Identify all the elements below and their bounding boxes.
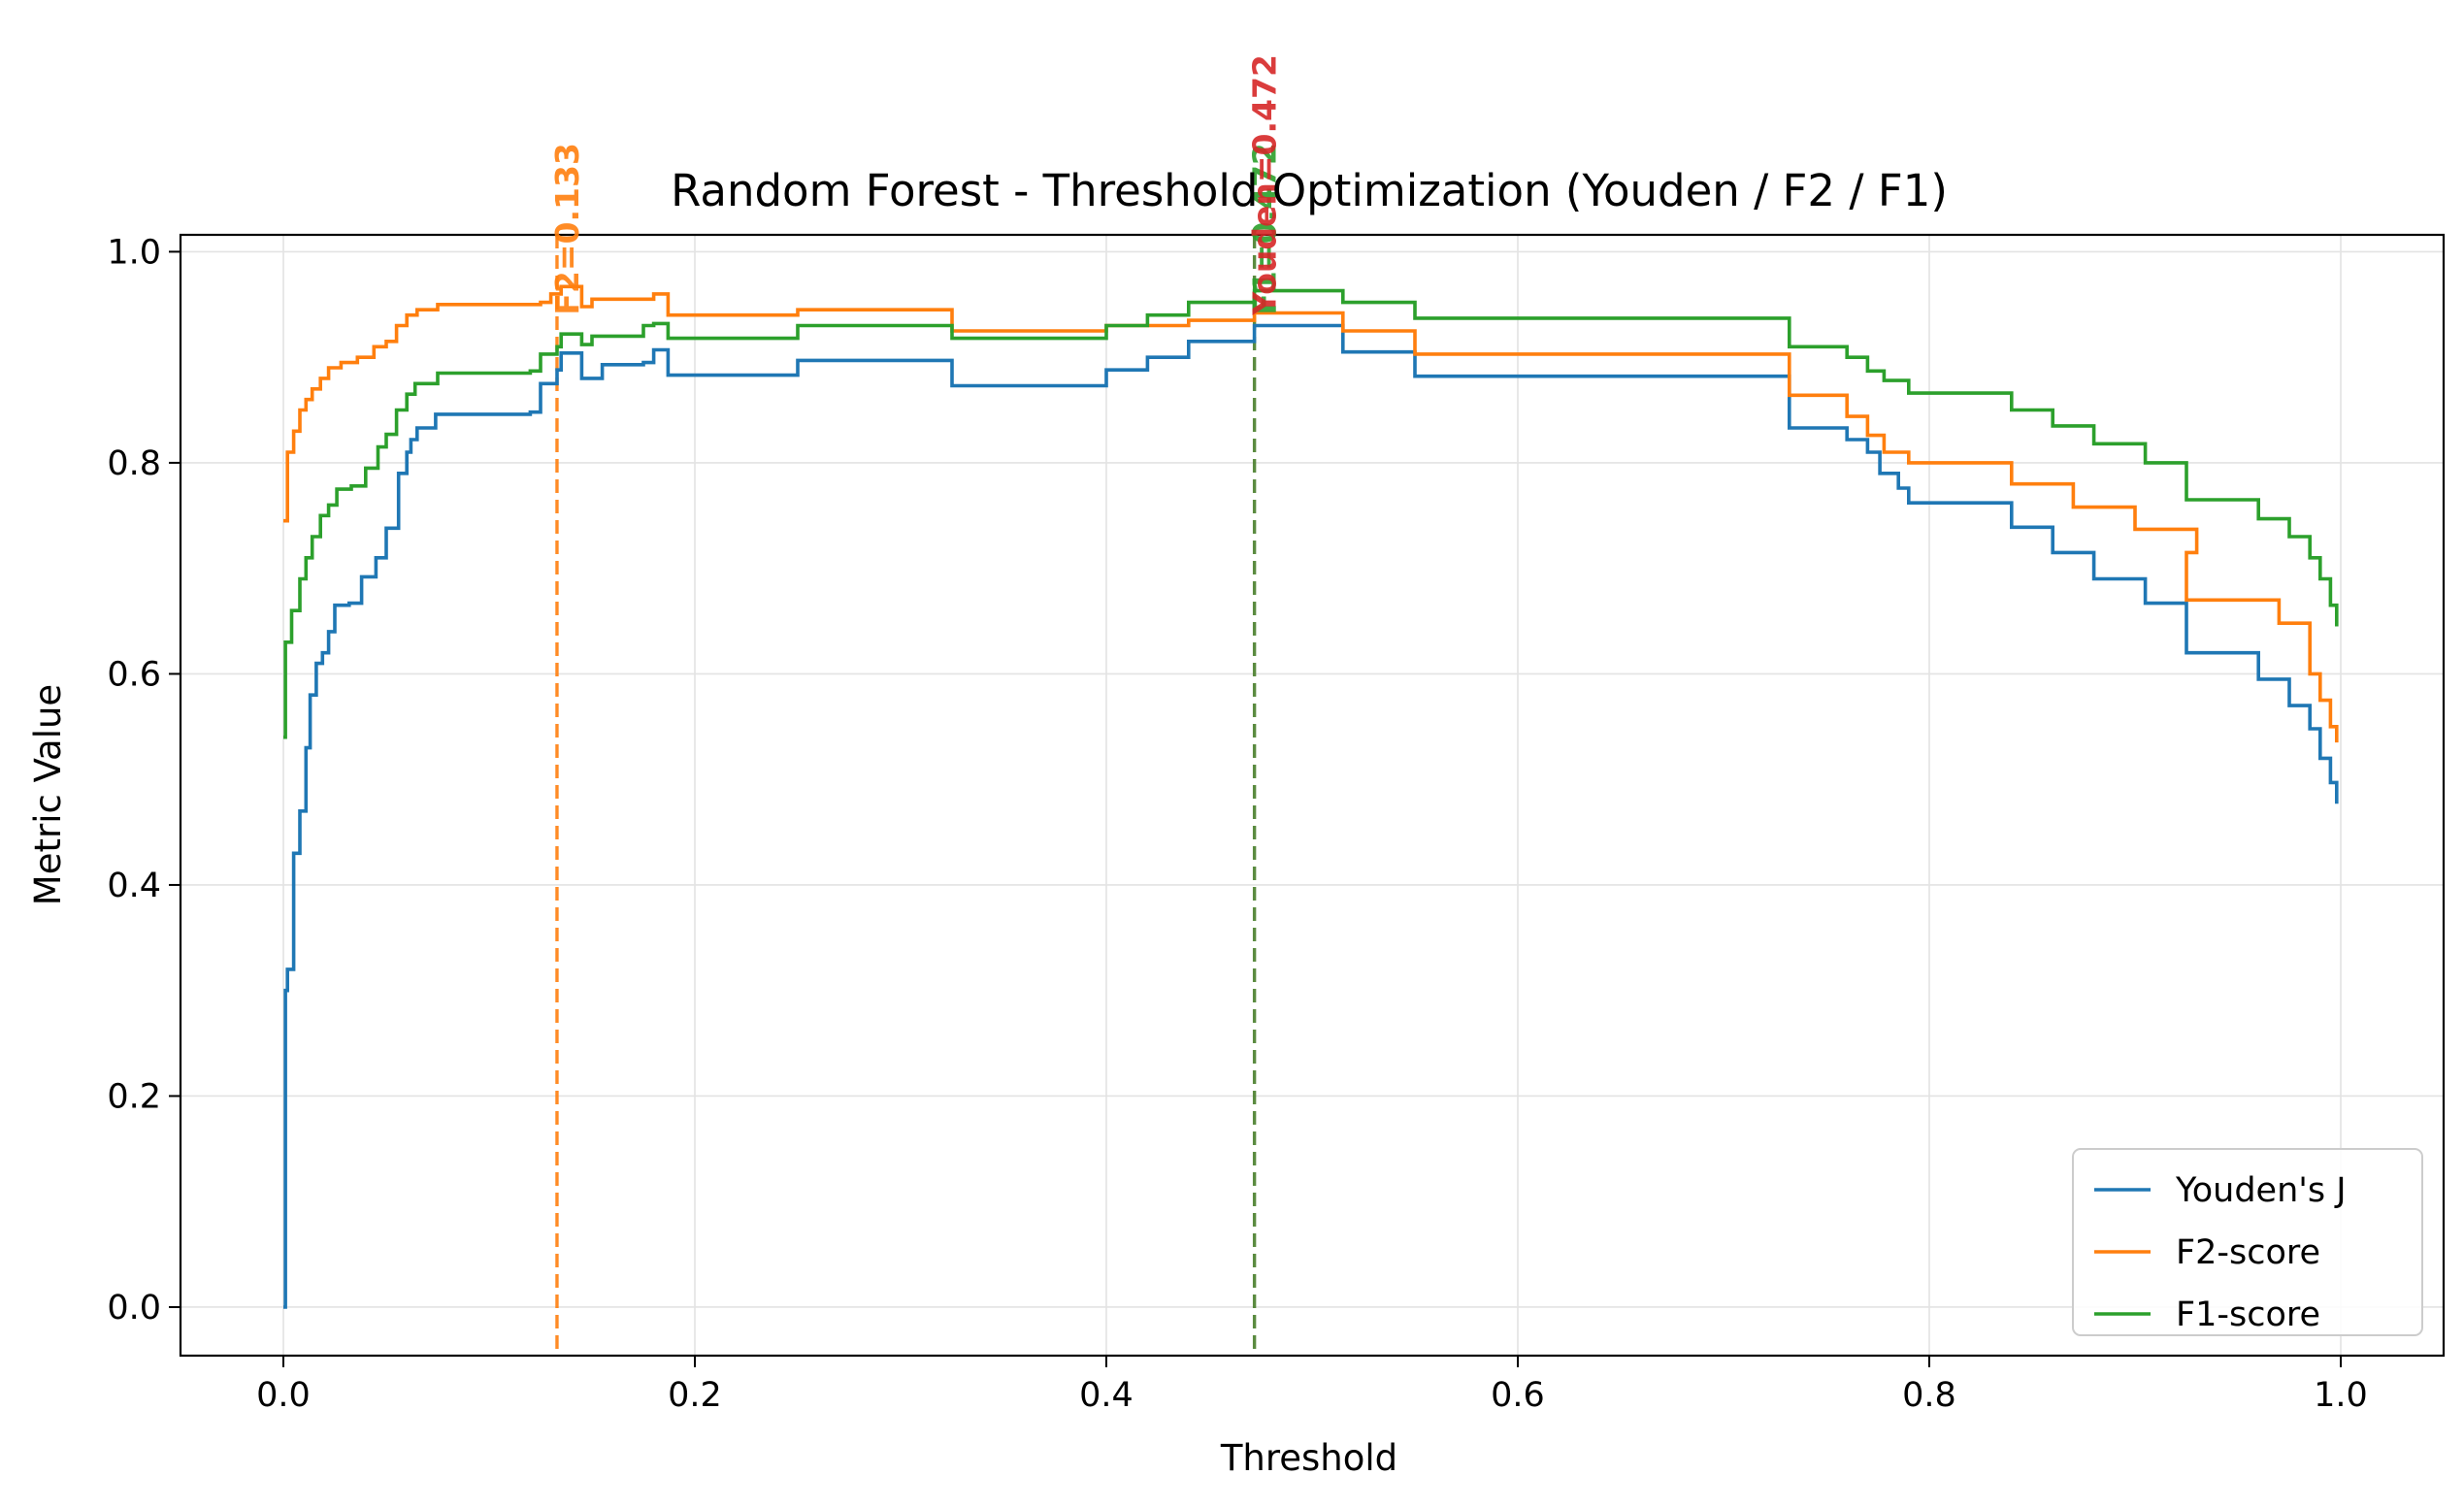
legend-entry-label: F2-score — [2176, 1233, 2320, 1272]
x-axis-ticks: 0.0 0.2 0.4 0.6 0.8 1.0 — [256, 1356, 2368, 1415]
x-tick-label: 1.0 — [2314, 1376, 2368, 1415]
y-tick-label: 0.4 — [107, 867, 161, 905]
series-line-f1-score — [283, 288, 2339, 739]
x-tick-label: 0.8 — [1902, 1376, 1956, 1415]
legend-entry-label: F1-score — [2176, 1295, 2320, 1334]
x-tick-label: 0.6 — [1491, 1376, 1545, 1415]
chart-title: Random Forest - Threshold Optimization (… — [671, 165, 1948, 216]
series-line-f2-score — [283, 284, 2339, 743]
y-axis-ticks: 0.0 0.2 0.4 0.6 0.8 1.0 — [107, 233, 181, 1328]
x-axis-label: Threshold — [1220, 1437, 1397, 1479]
y-tick-label: 0.8 — [107, 444, 161, 483]
series-line-youden-s-j — [283, 323, 2339, 1309]
y-tick-label: 0.2 — [107, 1077, 161, 1116]
y-tick-label: 0.0 — [107, 1289, 161, 1328]
legend: Youden's J F2-score F1-score — [2072, 1148, 2423, 1336]
threshold-annotation-label: F2=0.133 — [548, 143, 586, 315]
plot-frame — [179, 233, 2446, 1358]
x-tick-label: 0.2 — [668, 1376, 722, 1415]
x-tick-label: 0.0 — [256, 1376, 311, 1415]
series-lines — [283, 284, 2339, 1309]
y-tick-label: 0.6 — [107, 655, 161, 694]
legend-entry-label: Youden's J — [2175, 1171, 2347, 1210]
y-tick-label: 1.0 — [107, 233, 161, 272]
threshold-annotation-label: Youden=0.472 — [1246, 54, 1284, 316]
x-tick-label: 0.4 — [1079, 1376, 1133, 1415]
threshold-annotation-label: F1=0.472 — [1246, 143, 1284, 315]
threshold-markers — [555, 235, 1257, 1356]
y-axis-label: Metric Value — [27, 684, 69, 905]
legend-box — [2072, 1148, 2423, 1336]
